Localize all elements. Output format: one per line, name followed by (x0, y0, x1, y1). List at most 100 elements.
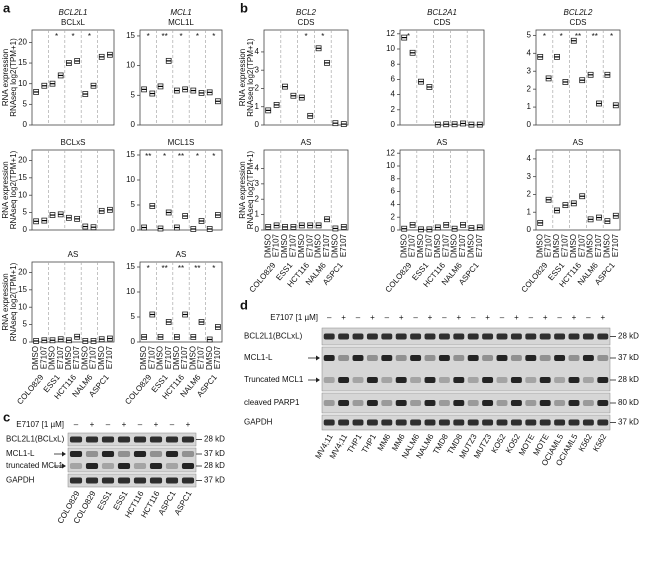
blot-band (597, 333, 609, 340)
blot-band (482, 377, 494, 383)
y-tick-label: 4 (527, 48, 532, 57)
blot-band (525, 333, 537, 340)
row-label: MCL1-L (244, 353, 273, 362)
x-tick-label: E7107 (339, 233, 348, 257)
treatment-sign: + (514, 313, 519, 322)
lane-label: ESS1 (96, 489, 114, 512)
blot-band (510, 333, 522, 340)
y-tick-label: 1 (527, 102, 532, 111)
blot-band (149, 436, 163, 443)
y-tick-label: 20 (18, 156, 27, 165)
blot-band (395, 419, 407, 426)
y-tick-label: 12 (386, 148, 395, 157)
blot-band (510, 377, 522, 383)
x-tick-label: DMSO (64, 346, 73, 370)
blot-band (338, 400, 350, 406)
y-tick-label: 20 (18, 268, 27, 277)
y-axis-label: RNAseq log2(TPM+1) (9, 150, 18, 229)
cell-line-label: COLO829 (247, 260, 277, 294)
y-tick-label: 3 (255, 65, 260, 74)
blot-band (597, 400, 609, 406)
x-tick-label: E7107 (611, 233, 620, 257)
treatment-sign: – (557, 313, 562, 322)
blot-band (381, 333, 393, 340)
plot-frame (31, 29, 115, 126)
blot-band (366, 377, 378, 383)
y-tick-label: 0 (131, 337, 136, 346)
treatment-sign: + (543, 313, 548, 322)
significance-mark: * (196, 32, 199, 41)
x-tick-label: E7107 (544, 233, 553, 257)
blot-band (410, 333, 422, 340)
treatment-sign: + (122, 420, 127, 429)
treatment-sign: + (370, 313, 375, 322)
treatment-sign: + (186, 420, 191, 429)
plot-frame (535, 149, 621, 231)
arrow-head (316, 377, 320, 383)
x-tick-label: DMSO (399, 234, 408, 258)
significance-mark: ** (178, 264, 184, 273)
x-tick-label: DMSO (416, 234, 425, 258)
x-tick-label: E7107 (322, 233, 331, 257)
blot-band (597, 377, 609, 383)
significance-mark: * (196, 152, 199, 161)
y-axis-label: RNAseq log2(TPM+1) (246, 150, 255, 229)
size-marker: 37 kD (618, 418, 639, 427)
blot-band (482, 419, 494, 426)
blot-band (568, 377, 580, 383)
y-tick-label: 12 (386, 29, 395, 38)
blot-band (510, 355, 522, 361)
size-marker: 28 kD (204, 461, 225, 470)
blot-band (395, 333, 407, 340)
plot-frame (263, 149, 349, 231)
y-tick-label: 3 (527, 172, 532, 181)
x-tick-label: DMSO (586, 234, 595, 258)
x-tick-label: DMSO (263, 234, 272, 258)
plot-title: CDS (434, 18, 451, 27)
x-tick-label: DMSO (172, 346, 181, 370)
blot-band (582, 333, 594, 340)
y-tick-label: 0 (527, 120, 532, 129)
y-tick-label: 10 (386, 44, 395, 53)
blot-band (410, 355, 422, 361)
blot-strip (321, 346, 611, 392)
blot-band (525, 355, 537, 361)
y-tick-label: 5 (131, 200, 136, 209)
blot-band (424, 333, 436, 340)
plot-frame (139, 149, 223, 231)
blot-band (366, 400, 378, 406)
blot-band (323, 400, 335, 406)
blot-band (165, 463, 179, 469)
x-tick-label: DMSO (188, 346, 197, 370)
blot-band (69, 451, 83, 457)
x-tick-label: DMSO (205, 346, 214, 370)
plot-title: MCL1S (168, 138, 195, 147)
y-tick-label: 1 (527, 207, 532, 216)
blot-band (323, 377, 335, 383)
x-tick-label: E7107 (89, 345, 98, 369)
treatment-sign: + (572, 313, 577, 322)
y-tick-label: 2 (255, 84, 260, 93)
gene-name: MCL1 (170, 8, 191, 17)
y-tick-label: 0 (527, 225, 532, 234)
size-marker: 28 kD (618, 375, 639, 384)
x-tick-label: E7107 (305, 233, 314, 257)
blot-band (395, 400, 407, 406)
plot-frame (139, 261, 223, 343)
blot-band (525, 377, 537, 383)
treatment-sign: + (399, 313, 404, 322)
y-tick-label: 5 (527, 30, 532, 39)
plot-title: AS (176, 250, 187, 259)
blot-band (453, 333, 465, 340)
x-tick-label: E7107 (56, 345, 65, 369)
treatment-sign: + (600, 313, 605, 322)
blot-band (554, 400, 566, 406)
blot-band (69, 477, 83, 484)
significance-mark: * (321, 32, 324, 41)
x-tick-label: DMSO (569, 234, 578, 258)
blot-band (117, 451, 131, 457)
y-tick-label: 10 (386, 161, 395, 170)
x-tick-label: E7107 (147, 345, 156, 369)
blot-band (101, 463, 115, 469)
treatment-sign: – (356, 313, 361, 322)
